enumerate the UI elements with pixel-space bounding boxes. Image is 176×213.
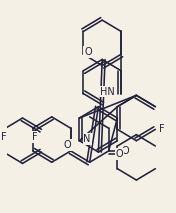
Text: O: O <box>115 149 123 159</box>
Text: O: O <box>122 146 130 156</box>
Text: F: F <box>159 124 165 134</box>
Text: HN: HN <box>100 86 115 96</box>
Text: O: O <box>63 140 71 150</box>
Text: F: F <box>1 132 6 142</box>
Text: N: N <box>83 134 91 144</box>
Text: F: F <box>32 132 37 142</box>
Text: O: O <box>84 47 92 57</box>
